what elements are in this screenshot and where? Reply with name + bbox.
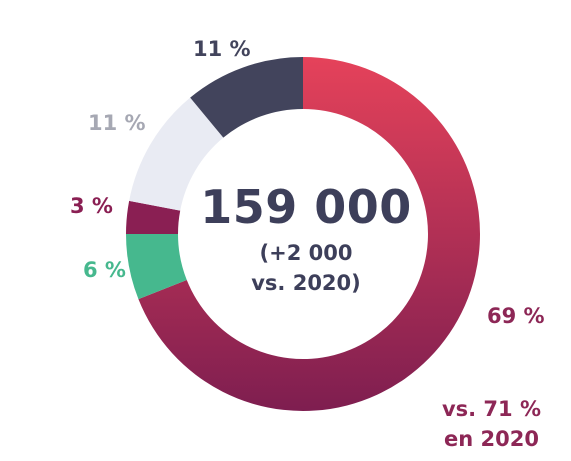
change-text: (+2 000 vs. 2020) [186,238,426,298]
slice-label-11-light: 11 % [88,111,146,135]
note-line-2: en 2020 [443,427,539,451]
slice-label-69: 69 % [487,304,545,328]
note-line-1: vs. 71 % [441,397,541,421]
slice-label-6: 6 % [83,258,126,282]
change-line-1: (+2 000 [259,241,353,265]
change-line-2: vs. 2020) [251,271,361,295]
comparison-note: vs. 71 % en 2020 [442,394,541,454]
donut-slice-1 [126,234,187,300]
donut-slice-4 [190,57,303,138]
donut-slice-0 [138,57,481,411]
donut-slice-2 [126,200,181,234]
donut-slice-3 [129,97,224,211]
total-value: 159 000 [200,180,412,234]
slice-label-3: 3 % [70,194,113,218]
slice-label-11-dark: 11 % [193,37,251,61]
